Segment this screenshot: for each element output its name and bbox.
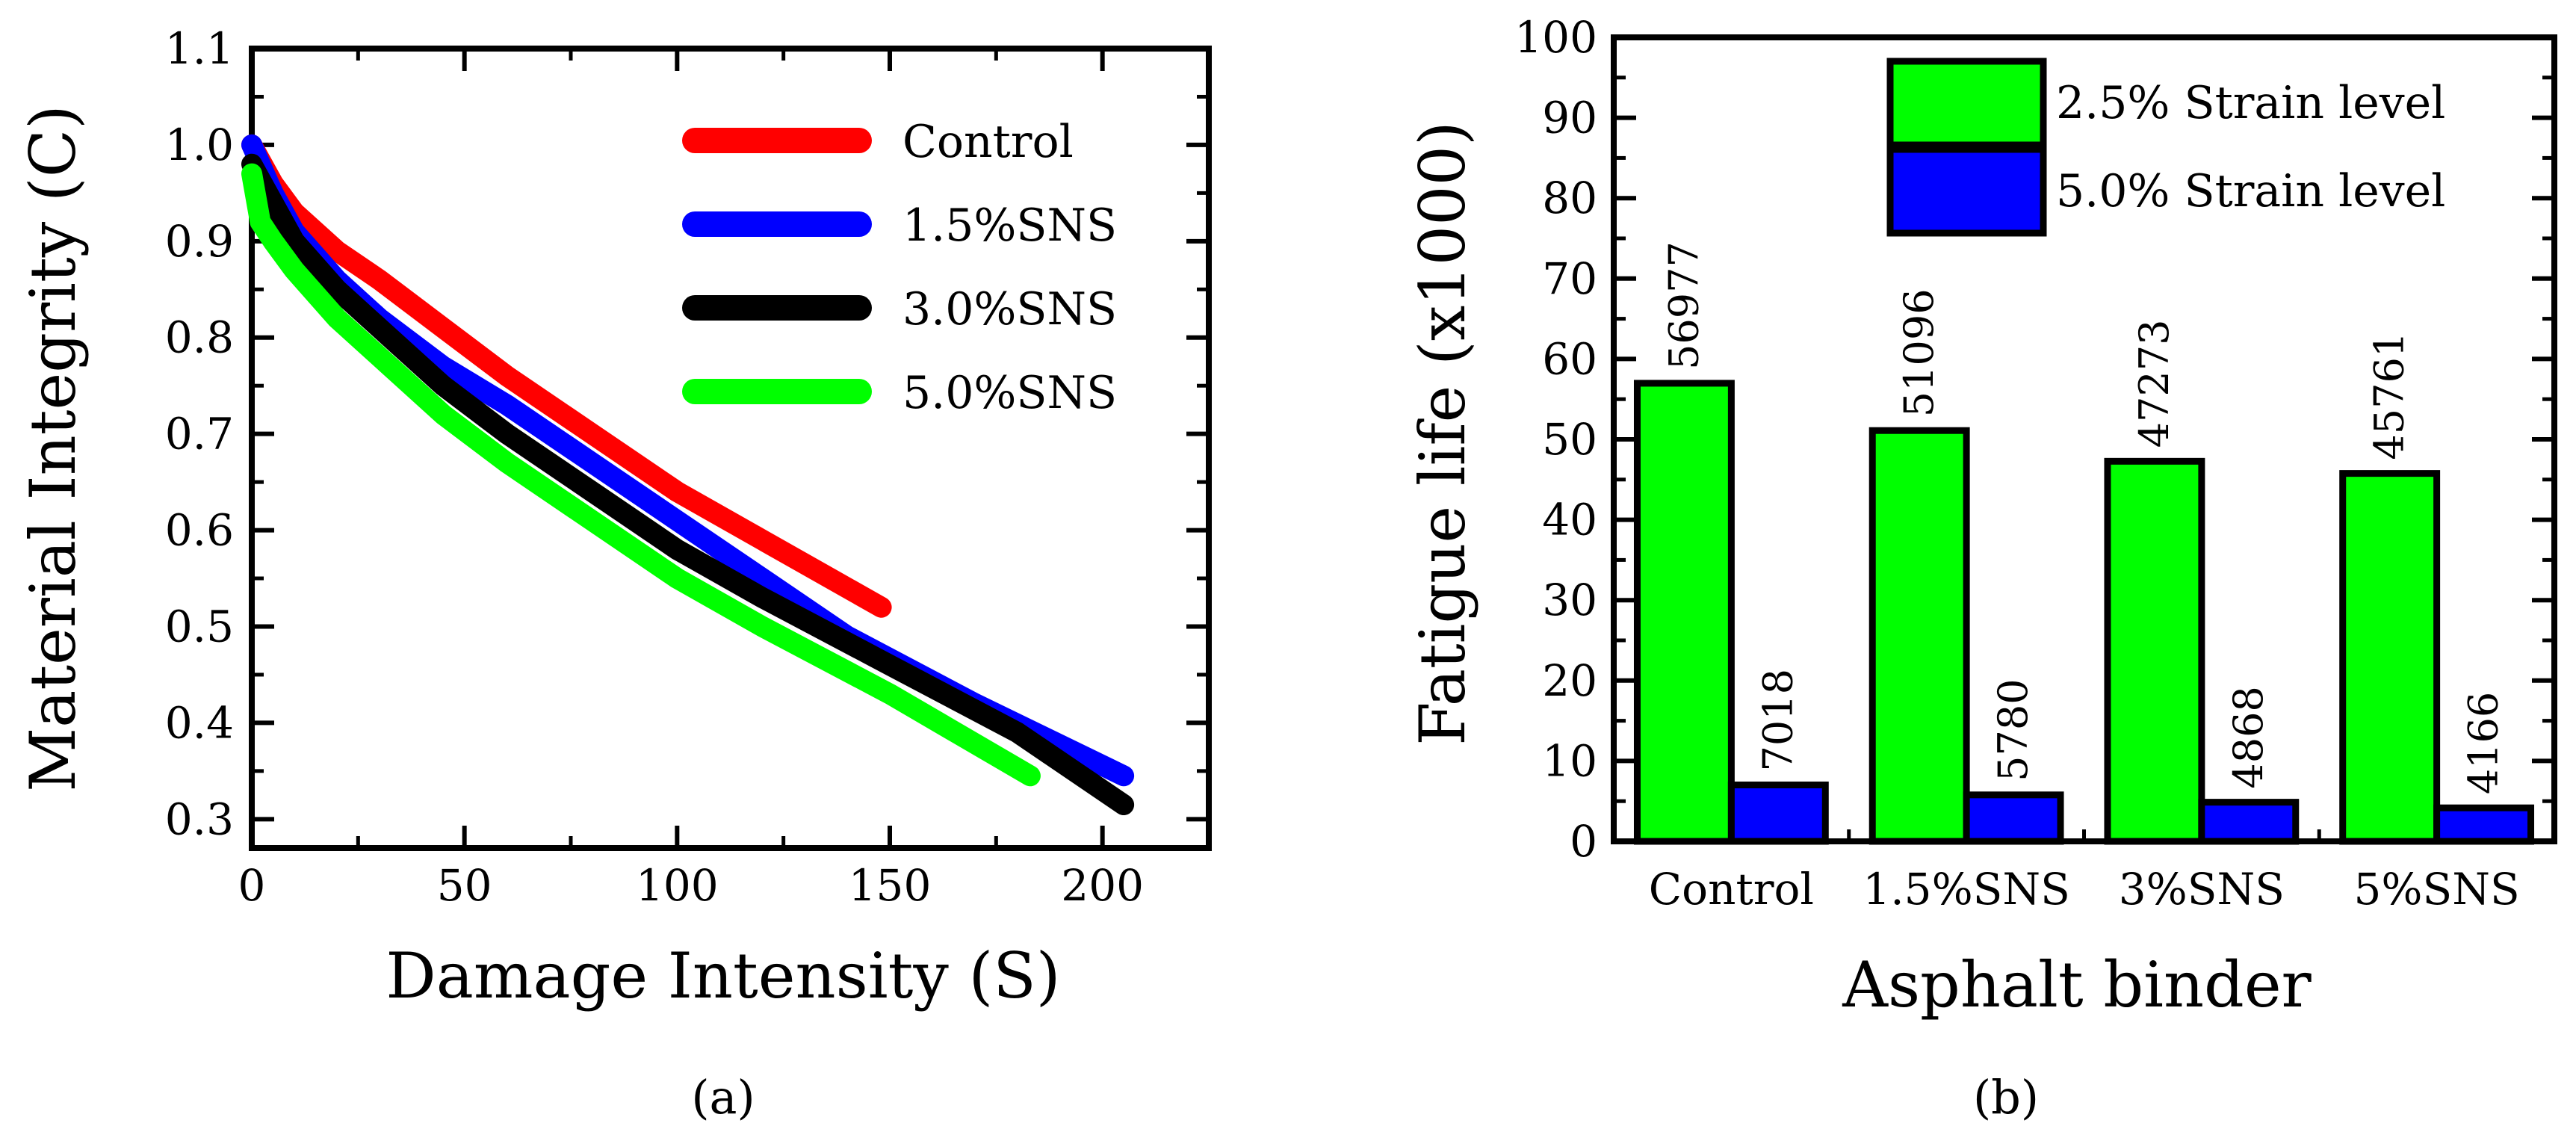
bar-value-label: 45761 (2366, 332, 2413, 460)
bar-strain-5-0 (2433, 804, 2535, 845)
x-axis-title: Asphalt binder (1842, 948, 2312, 1021)
bars (1633, 380, 2535, 845)
legend: Control 1.5%SNS 3.0%SNS 5.0%SNS (682, 116, 1117, 419)
x-tick-label: 150 (849, 860, 932, 911)
bar-value-label: 51096 (1895, 288, 1942, 417)
legend-label: 1.5%SNS (902, 200, 1117, 252)
x-tick-label: 50 (437, 860, 492, 911)
x-tick-label: 5%SNS (2354, 864, 2520, 915)
bar-strain-5-0 (2198, 799, 2300, 845)
y-tick-label: 1.0 (165, 120, 234, 170)
bar-strain-2-5 (2339, 470, 2441, 845)
x-tick-label: 0 (238, 860, 266, 911)
bar-chart-panel: 0 10 20 30 40 50 60 70 80 90 100 Control 1.5%SNS 3%SN… (1406, 12, 2557, 1125)
tick-labels: 0 50 100 150 200 0.3 0.4 0.5 0.6 0.7 0.8 0.9 1.0 1.1 (165, 23, 1144, 911)
legend-label: 2.5% Strain level (2056, 77, 2445, 129)
y-tick-label: 70 (1542, 253, 1597, 304)
legend-label: 3.0%SNS (902, 283, 1117, 335)
x-tick-label: 100 (636, 860, 719, 911)
bar-strain-5-0 (1963, 791, 2064, 845)
bar-strain-5-0 (1727, 781, 1829, 845)
line-chart-panel: 0 50 100 150 2000.30.40.50.60.70.80.91.01.1 … (16, 23, 1212, 1125)
y-tick-label: 80 (1542, 173, 1597, 223)
plot-area-frame (249, 46, 1212, 851)
y-tick-label: 0.7 (165, 409, 234, 460)
series-line-3-0-sns (241, 153, 1135, 815)
series-line-5-0-sns (241, 163, 1041, 787)
y-axis-title: Fatigue life (x1000) (1406, 121, 1479, 746)
legend-label: Control (902, 116, 1074, 168)
legend-label: 5.0%SNS (902, 367, 1117, 419)
x-tick-label: 200 (1061, 860, 1144, 911)
y-tick-label: 100 (1514, 12, 1597, 63)
y-tick-label: 1.1 (165, 23, 234, 74)
y-tick-label: 0 (1570, 816, 1597, 867)
y-tick-label: 90 (1542, 93, 1597, 143)
y-tick-label: 0.4 (165, 697, 234, 748)
bar-value-label: 5780 (1990, 678, 2037, 781)
bar-strain-2-5 (2104, 457, 2205, 845)
y-tick-label: 0.3 (165, 794, 234, 844)
bar-value-label: 4868 (2225, 686, 2272, 788)
y-tick-label: 60 (1542, 333, 1597, 384)
bar-value-label: 56977 (1660, 241, 1707, 370)
y-tick-label: 30 (1542, 575, 1597, 625)
y-tick-label: 0.6 (165, 505, 234, 556)
x-tick-label: Control (1649, 864, 1814, 915)
x-axis-title: Damage Intensity (S) (386, 939, 1060, 1012)
caption-b: (b) (1973, 1070, 2039, 1125)
series-lines (241, 134, 1135, 815)
y-tick-label: 0.8 (165, 312, 234, 363)
y-tick-label: 20 (1542, 655, 1597, 706)
bar-value-label: 47273 (2131, 320, 2178, 448)
caption-a: (a) (691, 1070, 755, 1125)
bar-value-label: 7018 (1754, 669, 1801, 771)
legend-swatch (1886, 146, 2047, 237)
x-tick-label: 1.5%SNS (1863, 864, 2070, 915)
legend-swatch (1886, 58, 2047, 149)
y-axis-title: Material Integrity (C) (16, 105, 90, 792)
tick-marks (250, 46, 1209, 848)
plot-area-frame (1611, 34, 2557, 844)
bar-strain-2-5 (1868, 427, 1970, 845)
bar-value-labels: 56977 7018 51096 5780 47273 4868 45761 4166 (1660, 241, 2507, 794)
bar-value-label: 4166 (2460, 692, 2507, 794)
y-tick-label: 40 (1542, 495, 1597, 545)
x-tick-label: 3%SNS (2119, 864, 2285, 915)
tick-labels: 0 10 20 30 40 50 60 70 80 90 100 Control 1.5%SNS 3%SN… (1514, 12, 2519, 915)
legend-label: 5.0% Strain level (2056, 165, 2445, 217)
y-tick-label: 50 (1542, 414, 1597, 465)
y-tick-label: 0.5 (165, 601, 234, 652)
y-tick-label: 10 (1542, 735, 1597, 786)
legend: 2.5% Strain level 5.0% Strain level (1886, 58, 2445, 237)
bar-strain-2-5 (1633, 380, 1735, 845)
y-tick-label: 0.9 (165, 216, 234, 267)
